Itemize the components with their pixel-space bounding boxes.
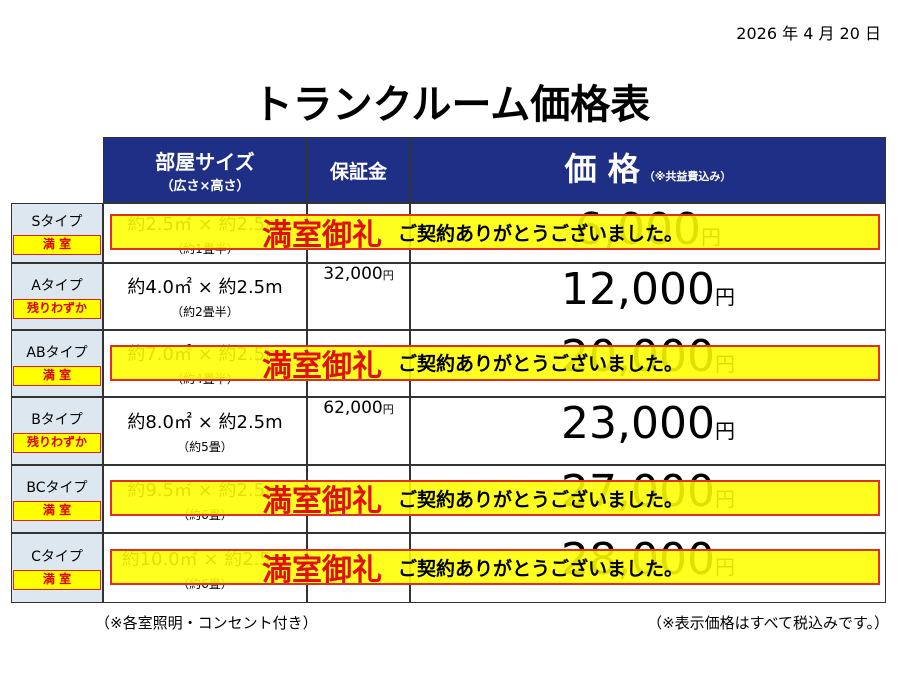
header-deposit: 保証金 [307,137,410,203]
header-price-sub: （※共益費込み） [643,170,732,183]
header-price-label: 価 格 [564,150,640,188]
sold-out-banner: 満室御礼 ご契約ありがとうございました。 [110,480,880,519]
status-badge: 残りわずか [13,298,101,319]
type-cell: Aタイプ残りわずか [11,263,103,330]
note-left: （※各室照明・コンセント付き） [95,614,318,632]
sold-out-banner: 満室御礼 ご契約ありがとうございました。 [110,214,880,253]
banner-main: 満室御礼 [262,553,382,588]
banner-main: 満室御礼 [262,484,382,519]
size-cell: 約8.0㎡ × 約2.5m （約5畳） [103,397,307,465]
banner-main: 満室御礼 [262,348,382,384]
type-name: Bタイプ [31,412,83,428]
date: 2026 年 4 月 20 日 [736,24,881,43]
header-deposit-label: 保証金 [329,160,387,183]
sold-out-banner: 満室御礼 ご契約ありがとうございました。 [110,344,880,384]
price: 12,000 [561,264,715,315]
status-badge: 満 室 [13,365,101,386]
type-name: Sタイプ [31,214,83,230]
banner-main: 満室御礼 [262,218,382,253]
size: 約4.0㎡ × 約2.5m [127,277,283,298]
header-size-label: 部屋サイズ [155,150,255,174]
header-size-sub: （広さ×高さ） [160,179,250,194]
header-size: 部屋サイズ （広さ×高さ） [103,137,307,203]
price-cell: 12,000 円 [410,263,886,330]
tatami: （約2畳半） [171,305,239,319]
price-unit: 円 [714,419,735,443]
size: 約8.0㎡ × 約2.5m [127,411,283,433]
deposit-unit: 円 [382,403,394,416]
status-badge: 残りわずか [13,433,101,453]
type-name: BCタイプ [26,480,88,496]
banner-sub: ご契約ありがとうございました。 [398,557,684,580]
status-badge: 満 室 [13,570,101,590]
type-name: Aタイプ [31,277,83,294]
type-cell: Sタイプ満 室 [11,203,103,263]
type-name: ABタイプ [26,344,88,361]
banner-sub: ご契約ありがとうございました。 [398,222,684,245]
type-cell: ABタイプ満 室 [11,330,103,397]
note-right: （※表示価格はすべて税込みです。） [647,614,889,632]
type-name: Cタイプ [31,549,83,565]
deposit-cell: 62,000 円 [307,397,410,465]
deposit-unit: 円 [382,269,394,282]
size-cell: 約4.0㎡ × 約2.5m （約2畳半） [103,263,307,330]
deposit: 32,000 [323,264,383,284]
status-badge: 満 室 [13,501,101,521]
header-price: 価 格（※共益費込み） [410,137,886,203]
type-cell: BCタイプ満 室 [11,465,103,533]
price-unit: 円 [714,285,735,309]
type-cell: Cタイプ満 室 [11,533,103,603]
tatami: （約5畳） [177,439,233,454]
price-cell: 23,000 円 [410,397,886,465]
deposit-cell: 32,000 円 [307,263,410,330]
deposit: 62,000 [323,398,383,418]
sold-out-banner: 満室御礼 ご契約ありがとうございました。 [110,549,880,588]
banner-sub: ご契約ありがとうございました。 [398,488,684,511]
type-cell: Bタイプ残りわずか [11,397,103,465]
status-badge: 満 室 [13,235,101,255]
title: トランクルーム価格表 [252,82,651,128]
price: 23,000 [561,398,715,449]
banner-sub: ご契約ありがとうございました。 [398,353,684,375]
